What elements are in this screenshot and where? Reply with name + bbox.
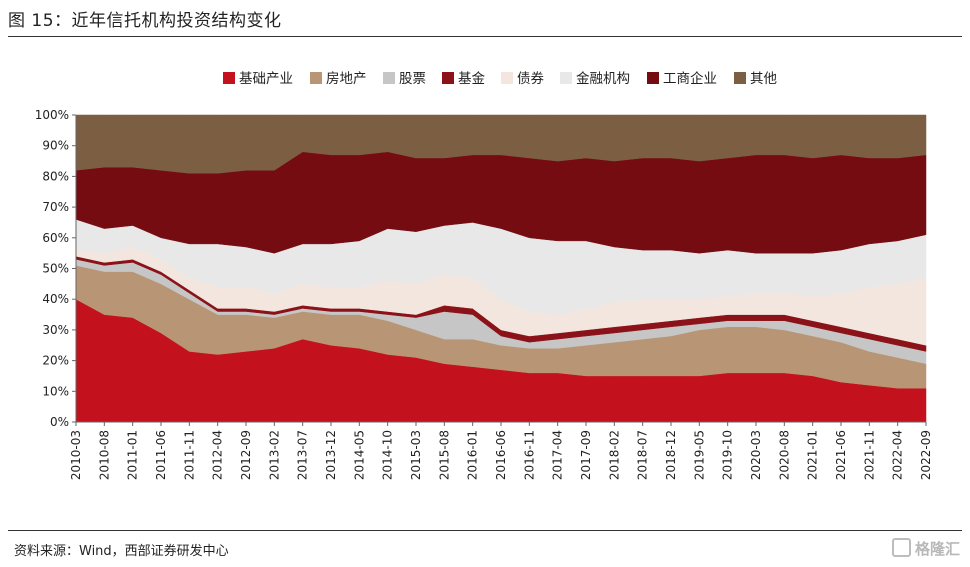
x-tick-label: 2017-04 (551, 430, 565, 480)
legend-swatch-1 (223, 72, 235, 84)
x-axis: 2010-03 2010-08 2011-01 2011-06 2011-11 2012-… (69, 421, 933, 480)
legend-swatch-8 (734, 72, 746, 84)
x-tick-label: 2016-06 (494, 430, 508, 480)
y-tick-label: 100% (35, 108, 69, 122)
source-note: 资料来源：Wind，西部证券研发中心 (14, 544, 229, 559)
legend-label-2: 房地产 (326, 71, 367, 87)
x-tick-label: 2012-09 (239, 430, 253, 480)
legend-label-3: 股票 (399, 71, 426, 87)
chart-header: 图 15：近年信托机构投资结构变化 (8, 2, 962, 38)
y-tick-label: 10% (42, 384, 69, 398)
legend-label-5: 债券 (517, 71, 545, 87)
x-tick-label: 2011-06 (154, 430, 168, 480)
x-tick-label: 2017-09 (579, 430, 593, 480)
x-tick-label: 2015-08 (437, 430, 451, 480)
x-tick-label: 2016-11 (522, 430, 536, 480)
x-tick-label: 2011-01 (126, 430, 140, 480)
x-tick-label: 2010-03 (69, 430, 83, 480)
plot-area (75, 114, 927, 423)
x-tick-label: 2013-02 (267, 430, 281, 480)
area-series-8 (75, 114, 927, 174)
x-tick-label: 2010-08 (97, 430, 111, 480)
y-tick-label: 90% (42, 139, 69, 153)
legend-label-7: 工商企业 (663, 70, 717, 87)
x-tick-label: 2021-01 (806, 430, 820, 480)
x-tick-label: 2011-11 (182, 430, 196, 480)
y-axis: 0% 10% 20% 30% 40% 50% 60% 70% 80% 90% 100% (35, 108, 77, 429)
y-tick-label: 20% (42, 354, 69, 368)
legend-swatch-5 (501, 72, 513, 84)
x-tick-label: 2015-03 (409, 430, 423, 480)
x-tick-label: 2014-05 (352, 430, 366, 480)
x-tick-label: 2013-07 (296, 430, 310, 480)
y-tick-label: 50% (42, 262, 69, 276)
x-tick-label: 2022-04 (891, 430, 905, 480)
x-tick-label: 2016-01 (466, 430, 480, 480)
legend-label-1: 基础产业 (239, 70, 293, 87)
legend-swatch-4 (442, 72, 454, 84)
x-tick-label: 2018-12 (664, 430, 678, 480)
legend-label-6: 金融机构 (576, 71, 630, 87)
x-tick-label: 2018-02 (607, 430, 621, 480)
chart-legend: 基础产业 房地产 股票 基金 债券 金融机构 工商企业 其他 (223, 70, 777, 87)
legend-label-4: 基金 (458, 70, 485, 87)
x-tick-label: 2021-06 (834, 430, 848, 480)
chart-title: 图 15：近年信托机构投资结构变化 (8, 11, 282, 31)
legend-swatch-2 (310, 72, 322, 84)
watermark-logo-icon (891, 538, 911, 557)
legend-swatch-6 (560, 72, 572, 84)
x-tick-label: 2021-11 (862, 430, 876, 480)
y-tick-label: 0% (50, 415, 69, 429)
y-tick-label: 60% (42, 231, 69, 245)
x-tick-label: 2020-08 (777, 430, 791, 480)
y-tick-label: 30% (42, 323, 69, 337)
x-tick-label: 2013-12 (324, 430, 338, 480)
watermark: 格隆汇 (891, 538, 960, 559)
x-tick-label: 2019-05 (692, 430, 706, 480)
y-tick-label: 40% (42, 292, 69, 306)
y-tick-label: 70% (42, 200, 69, 214)
footer-divider (8, 530, 962, 531)
legend-swatch-3 (383, 72, 395, 84)
legend-label-8: 其他 (750, 71, 777, 87)
x-tick-label: 2019-10 (721, 430, 735, 480)
x-tick-label: 2018-07 (636, 430, 650, 480)
y-tick-label: 80% (42, 169, 69, 183)
x-tick-label: 2020-03 (749, 430, 763, 480)
x-tick-label: 2022-09 (919, 430, 933, 480)
x-tick-label: 2014-10 (381, 430, 395, 480)
legend-swatch-7 (647, 72, 659, 84)
x-tick-label: 2012-04 (211, 430, 225, 480)
header-divider (8, 36, 962, 37)
watermark-text: 格隆汇 (914, 540, 960, 558)
